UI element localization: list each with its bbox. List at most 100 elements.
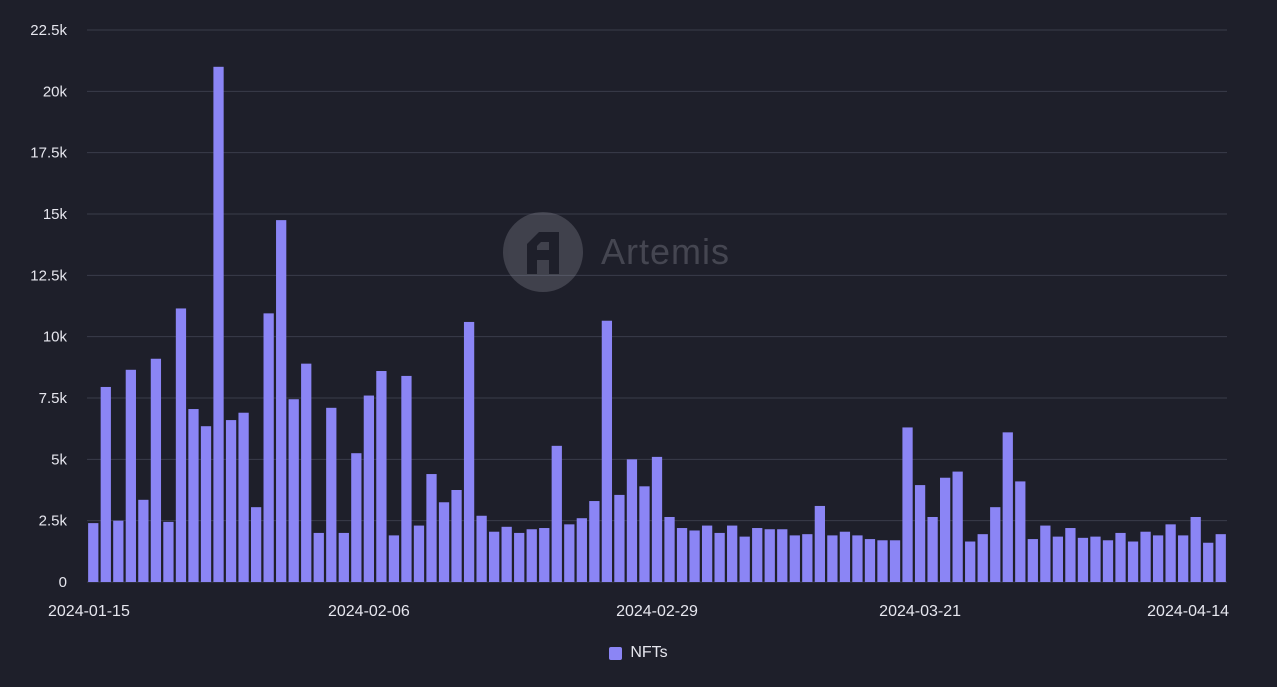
bar[interactable] [150,358,162,582]
artemis-logo-icon [503,212,583,292]
bar[interactable] [175,308,187,582]
bar[interactable] [639,486,650,582]
bar[interactable] [977,534,988,582]
bar[interactable] [714,532,725,582]
bar[interactable] [276,220,287,582]
bar[interactable] [965,541,976,582]
bar[interactable] [426,474,437,582]
bar[interactable] [163,521,174,582]
bar[interactable] [438,502,450,582]
bar[interactable] [250,507,262,582]
bar[interactable] [814,505,825,582]
bar[interactable] [664,516,675,582]
bar[interactable] [388,535,400,582]
bar[interactable] [1190,516,1201,582]
bar[interactable] [263,313,274,582]
bar[interactable] [1165,524,1176,582]
bar[interactable] [1090,536,1101,582]
y-tick-label: 7.5k [39,390,68,407]
bar[interactable] [764,529,775,582]
bar[interactable] [802,534,813,582]
bar[interactable] [1152,535,1164,582]
bar[interactable] [463,321,475,582]
bar[interactable] [864,539,876,582]
bar[interactable] [200,426,212,582]
bar[interactable] [401,375,412,582]
watermark-brand-text: Artemis [601,231,731,272]
bar[interactable] [100,386,111,582]
bar[interactable] [1040,525,1051,582]
chart-legend[interactable]: NFTs [0,644,1277,662]
bar[interactable] [789,535,800,582]
bar[interactable] [739,536,750,582]
bar[interactable] [927,516,938,582]
bar[interactable] [113,520,124,582]
bar[interactable] [489,531,500,582]
bar[interactable] [877,540,888,582]
y-tick-label: 12.5k [30,267,67,284]
bar[interactable] [589,501,600,582]
bar[interactable] [889,540,901,582]
y-axis-ticks: 0 2.5k 5k 7.5k 10k 12.5k 15k 17.5k 20k 22.5k [30,22,67,591]
bar[interactable] [614,494,625,582]
bar[interactable] [413,525,425,582]
bar[interactable] [1178,535,1189,582]
bar[interactable] [326,407,337,582]
bar[interactable] [288,399,299,582]
bar[interactable] [1015,481,1026,582]
bar[interactable] [1140,531,1151,582]
bar[interactable] [551,445,562,582]
bar[interactable] [138,499,149,582]
bar[interactable] [1027,539,1038,582]
bar[interactable] [501,526,512,582]
bar[interactable] [651,456,663,582]
bar[interactable] [626,459,638,582]
bar[interactable] [213,66,224,583]
bar[interactable] [338,532,349,582]
bar[interactable] [777,529,788,582]
bar[interactable] [313,532,324,582]
bar[interactable] [451,490,462,582]
bar[interactable] [476,515,487,582]
bar[interactable] [301,363,312,582]
bar[interactable] [689,530,700,582]
bar[interactable] [88,523,99,582]
bar[interactable] [351,453,362,582]
bar[interactable] [539,528,550,582]
bar[interactable] [952,471,963,582]
bar[interactable] [376,371,387,582]
x-tick-label: 2024-02-29 [616,603,698,620]
bar[interactable] [827,535,838,582]
x-axis-ticks: 2024-01-15 2024-02-06 2024-02-29 2024-03-21… [48,603,1229,620]
bar[interactable] [676,528,688,582]
bar[interactable] [238,412,249,582]
bar[interactable] [752,528,763,582]
bar[interactable] [125,369,136,582]
bar[interactable] [1102,540,1114,582]
bar[interactable] [914,485,926,582]
bar[interactable] [526,529,537,582]
bar[interactable] [601,320,613,582]
bar[interactable] [1052,536,1064,582]
bar[interactable] [564,524,575,582]
y-tick-label: 15k [43,206,68,223]
bar[interactable] [225,420,237,582]
bar[interactable] [1065,528,1076,582]
bar[interactable] [1077,537,1089,582]
bar[interactable] [990,507,1001,582]
bar[interactable] [1002,432,1013,582]
bar[interactable] [902,427,913,582]
bar[interactable] [1203,542,1214,582]
bar[interactable] [852,535,863,582]
bar[interactable] [576,518,587,582]
bar[interactable] [1127,541,1139,582]
bar[interactable] [1115,532,1126,582]
bar[interactable] [1215,534,1226,582]
bar[interactable] [363,395,374,582]
bar[interactable] [727,525,738,582]
bar[interactable] [940,477,951,582]
bar[interactable] [514,532,525,582]
bar[interactable] [188,409,199,582]
bar[interactable] [701,525,713,582]
bar[interactable] [839,531,851,582]
